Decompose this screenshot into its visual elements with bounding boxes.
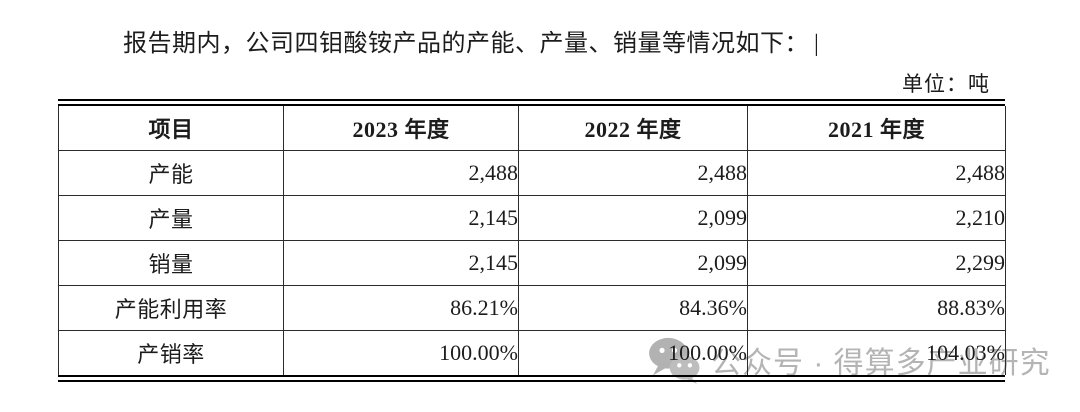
capacity-table: 项目 2023 年度 2022 年度 2021 年度 产能 2,488 2,48…: [58, 99, 1006, 382]
table-row-output: 产量 2,145 2,099 2,210: [58, 195, 1006, 241]
cell-value: 2,145: [283, 195, 519, 241]
unit-label: 单位：吨: [902, 72, 990, 96]
intro-paragraph[interactable]: 报告期内，公司四钼酸铵产品的产能、产量、销量等情况如下： |: [123, 27, 819, 61]
header-2023: 2023 年度: [283, 106, 519, 151]
cell-value: 86.21%: [283, 285, 519, 331]
cell-value: 100.00%: [518, 330, 748, 375]
header-2022: 2022 年度: [518, 106, 748, 151]
cell-value: 2,488: [747, 150, 1006, 196]
row-label: 销量: [58, 240, 284, 286]
table-header-row: 项目 2023 年度 2022 年度 2021 年度: [58, 106, 1006, 151]
table-row-utilization: 产能利用率 86.21% 84.36% 88.83%: [58, 285, 1006, 331]
cell-value: 88.83%: [747, 285, 1006, 331]
header-item: 项目: [58, 106, 284, 151]
cell-value: 84.36%: [518, 285, 748, 331]
row-label: 产量: [58, 195, 284, 241]
row-label: 产销率: [58, 330, 284, 375]
cell-value: 2,099: [518, 195, 748, 241]
cell-value: 100.00%: [283, 330, 519, 375]
cell-value: 2,488: [283, 150, 519, 196]
row-label: 产能利用率: [58, 285, 284, 331]
intro-text: 报告期内，公司四钼酸铵产品的产能、产量、销量等情况如下：: [123, 31, 809, 57]
cell-value: 2,299: [747, 240, 1006, 286]
table-row-capacity: 产能 2,488 2,488 2,488: [58, 150, 1006, 196]
cell-value: 2,488: [518, 150, 748, 196]
cell-value: 2,099: [518, 240, 748, 286]
cell-value: 2,210: [747, 195, 1006, 241]
table-row-sales: 销量 2,145 2,099 2,299: [58, 240, 1006, 286]
row-label: 产能: [58, 150, 284, 196]
table-row-sales-ratio: 产销率 100.00% 100.00% 104.03%: [58, 330, 1006, 375]
text-cursor: |: [814, 31, 820, 57]
cell-value: 104.03%: [747, 330, 1006, 375]
header-2021: 2021 年度: [747, 106, 1006, 151]
cell-value: 2,145: [283, 240, 519, 286]
